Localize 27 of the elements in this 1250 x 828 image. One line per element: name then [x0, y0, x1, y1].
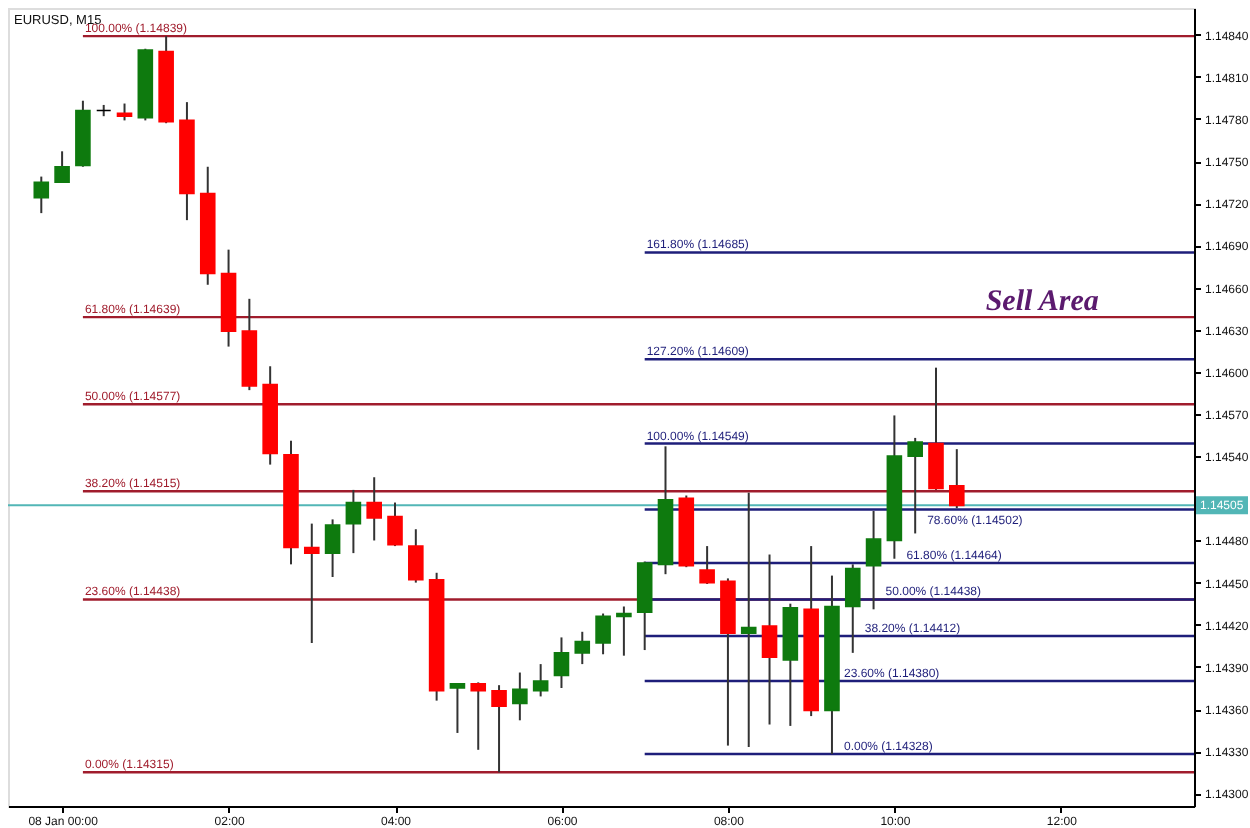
annotation: Sell Area: [985, 286, 1100, 319]
candlestick: [532, 663, 549, 698]
candlestick: [54, 150, 70, 184]
candlestick: [761, 553, 778, 726]
candlestick: [303, 522, 320, 645]
candlestick: [553, 636, 570, 689]
candlestick: [491, 684, 507, 774]
candlestick: [387, 501, 403, 548]
candlestick: [345, 488, 362, 555]
candlestick: [928, 366, 944, 491]
candlestick: [844, 563, 861, 654]
candlestick: [366, 476, 382, 542]
candlestick: [907, 436, 923, 535]
candlestick: [574, 630, 591, 666]
candlestick: [865, 509, 882, 611]
candlestick: [449, 682, 466, 734]
candlestick: [324, 518, 341, 578]
candlestick: [740, 491, 757, 748]
candlestick: [512, 671, 528, 722]
candlestick: [699, 545, 715, 586]
candlestick: [408, 528, 424, 584]
candlestick: [33, 175, 50, 215]
candlestick: [95, 103, 112, 118]
candlestick: [470, 681, 487, 751]
candlestick: [949, 448, 965, 510]
candlestick: [616, 605, 632, 657]
candlestick: [595, 612, 611, 656]
